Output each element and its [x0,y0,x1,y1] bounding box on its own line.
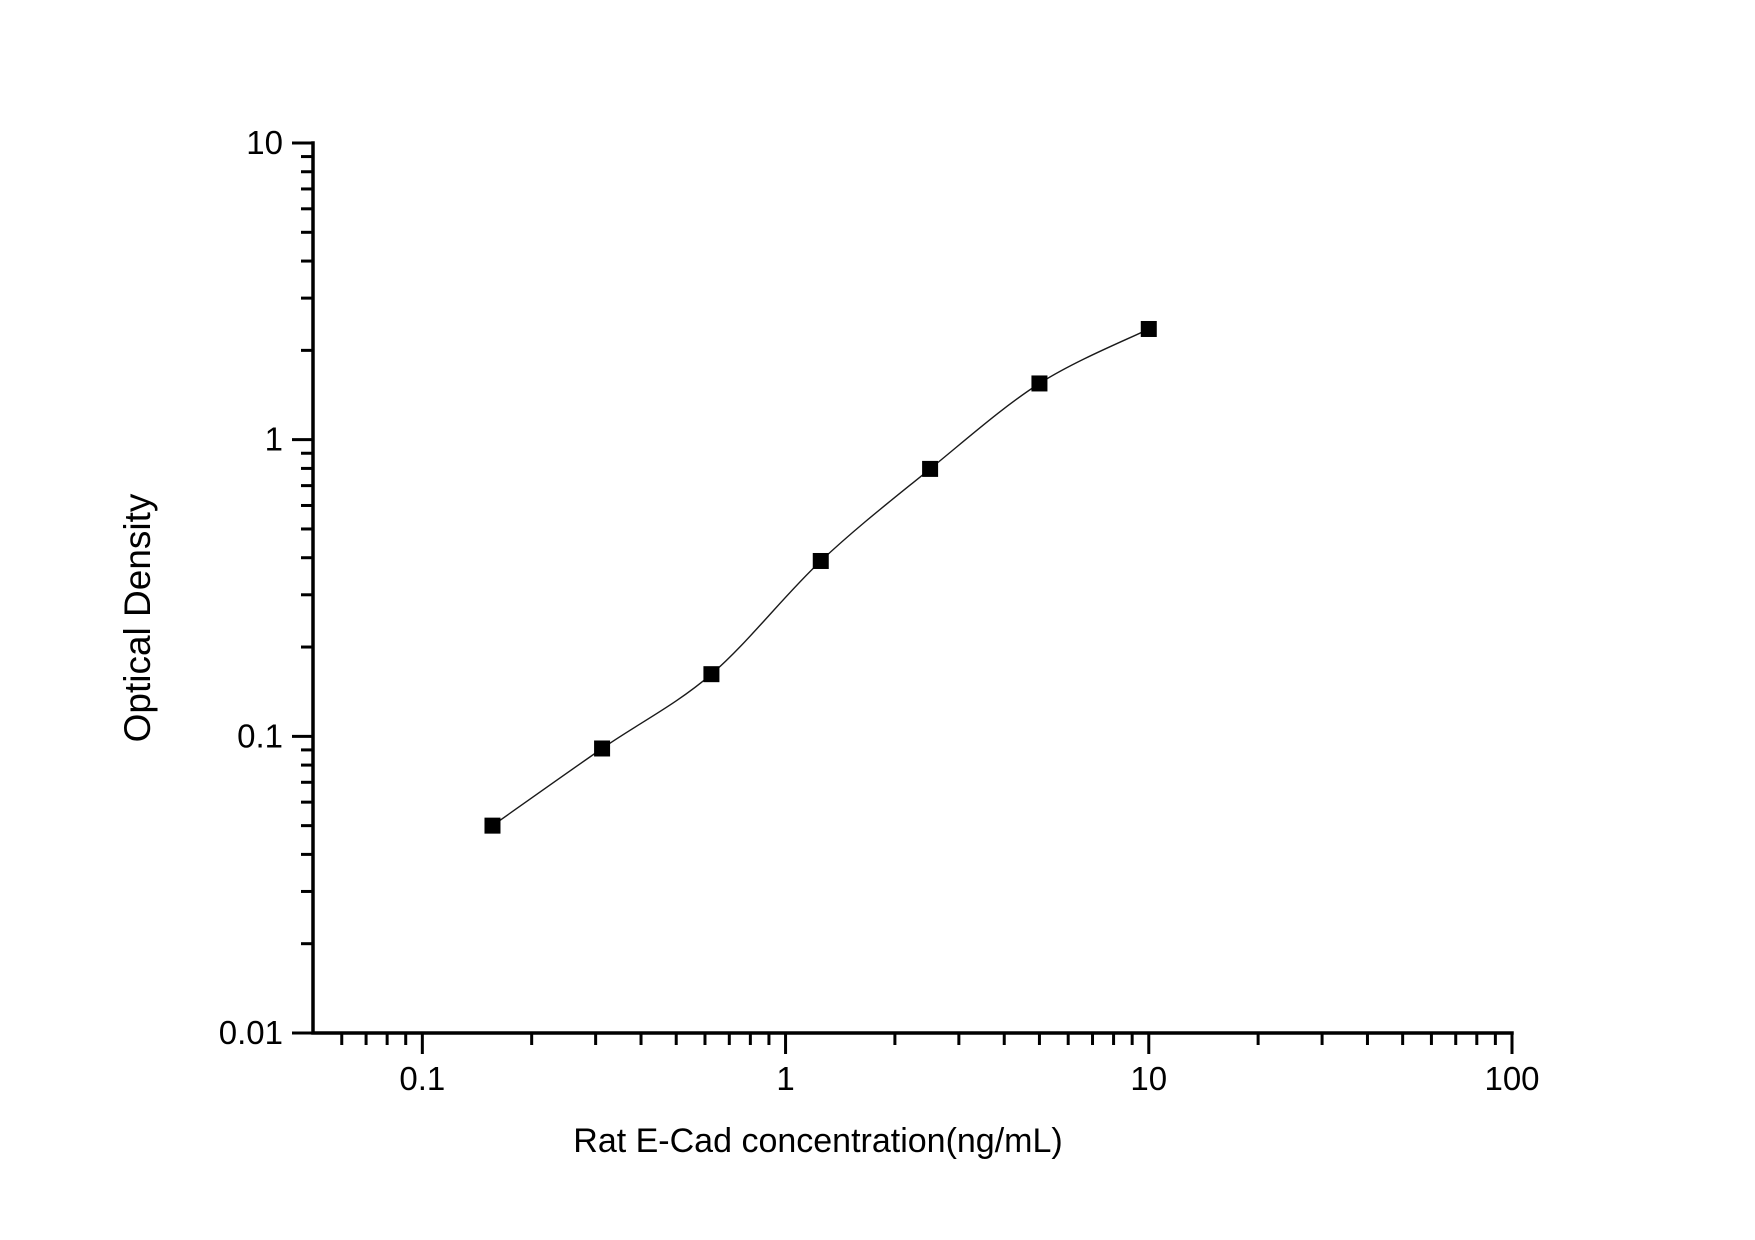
data-point-marker [1031,375,1048,392]
plot-render-root: 0.1 1 10 100 0.01 0.1 1 10 [219,124,1540,1097]
x-tick-label: 1 [776,1060,794,1097]
x-axis-title: Rat E-Cad concentration(ng/mL) [573,1122,1062,1160]
y-tick-label: 0.1 [237,717,283,754]
x-tick-label: 100 [1484,1060,1539,1097]
data-point-marker [922,460,939,477]
data-point-marker [484,817,501,834]
y-tick-label: 1 [265,421,283,458]
x-axis: 0.1 1 10 100 [340,1033,1540,1097]
data-point-marker [812,552,829,569]
data-point-marker [703,666,720,683]
axis-lines [311,141,1514,1035]
y-axis-title: Optical Density [117,493,158,742]
fit-curve [492,328,1150,827]
data-point-marker [594,740,611,757]
y-tick-label: 0.01 [219,1014,283,1051]
data-point-markers [484,320,1157,834]
x-tick-label: 0.1 [399,1060,445,1097]
y-axis: 0.01 0.1 1 10 [219,124,313,1051]
x-tick-label: 10 [1130,1060,1167,1097]
y-tick-label: 10 [246,124,283,161]
data-point-marker [1140,320,1157,337]
